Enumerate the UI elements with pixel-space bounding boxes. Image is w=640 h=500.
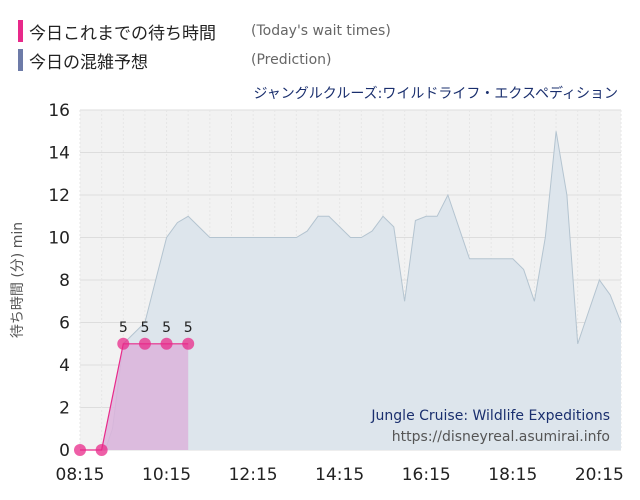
y-tick-label: 14 <box>48 144 70 164</box>
legend-item-prediction: 今日の混雑予想 (Prediction) <box>18 48 332 73</box>
today-data-label: 5 <box>140 320 149 336</box>
y-tick-label: 16 <box>48 101 70 121</box>
y-tick-label: 6 <box>59 314 70 334</box>
legend-label-prediction: 今日の混雑予想 <box>29 52 148 73</box>
prediction-line <box>80 131 622 451</box>
today-point <box>182 337 195 350</box>
x-tick-label: 14:15 <box>315 465 364 485</box>
axis-layer: 0 2 4 6 8 10 12 14 16 08:15 10:15 12:15 14:15 16:15 18… <box>48 101 624 485</box>
today-data-label: 5 <box>184 320 193 336</box>
x-tick-label: 18:15 <box>488 465 537 485</box>
today-data-label: 5 <box>162 320 171 336</box>
y-axis-label: 待ち時間 (分) min <box>10 222 26 338</box>
today-point <box>117 337 130 350</box>
y-tick-label: 10 <box>48 229 70 249</box>
legend-swatch-prediction <box>18 49 23 71</box>
y-tick-label: 4 <box>59 356 70 376</box>
legend-note-today: (Today's wait times) <box>251 23 391 39</box>
today-point <box>95 444 108 456</box>
watermark-url: https://disneyreal.asumirai.info <box>392 429 610 445</box>
x-tick-label: 08:15 <box>56 465 105 485</box>
x-tick-label: 12:15 <box>229 465 278 485</box>
watermark-title: Jungle Cruise: Wildlife Expeditions <box>370 408 610 424</box>
x-tick-label: 16:15 <box>402 465 451 485</box>
legend-item-today: 今日これまでの待ち時間 (Today's wait times) <box>18 19 391 44</box>
today-point <box>74 444 86 456</box>
today-data-label: 5 <box>119 320 128 336</box>
y-tick-label: 0 <box>59 441 70 461</box>
y-tick-label: 2 <box>59 399 70 419</box>
x-tick-label: 20:15 <box>575 465 624 485</box>
legend-swatch-today <box>18 20 23 42</box>
y-tick-label: 8 <box>59 271 70 291</box>
today-point <box>160 337 173 350</box>
today-point <box>138 337 151 350</box>
x-tick-label: 10:15 <box>142 465 191 485</box>
legend-note-prediction: (Prediction) <box>251 52 332 68</box>
y-tick-label: 12 <box>48 186 70 206</box>
prediction-area <box>80 131 621 451</box>
legend-label-today: 今日これまでの待ち時間 <box>29 23 216 44</box>
chart-title: ジャングルクルーズ:ワイルドライフ・エクスペディション <box>253 85 618 102</box>
